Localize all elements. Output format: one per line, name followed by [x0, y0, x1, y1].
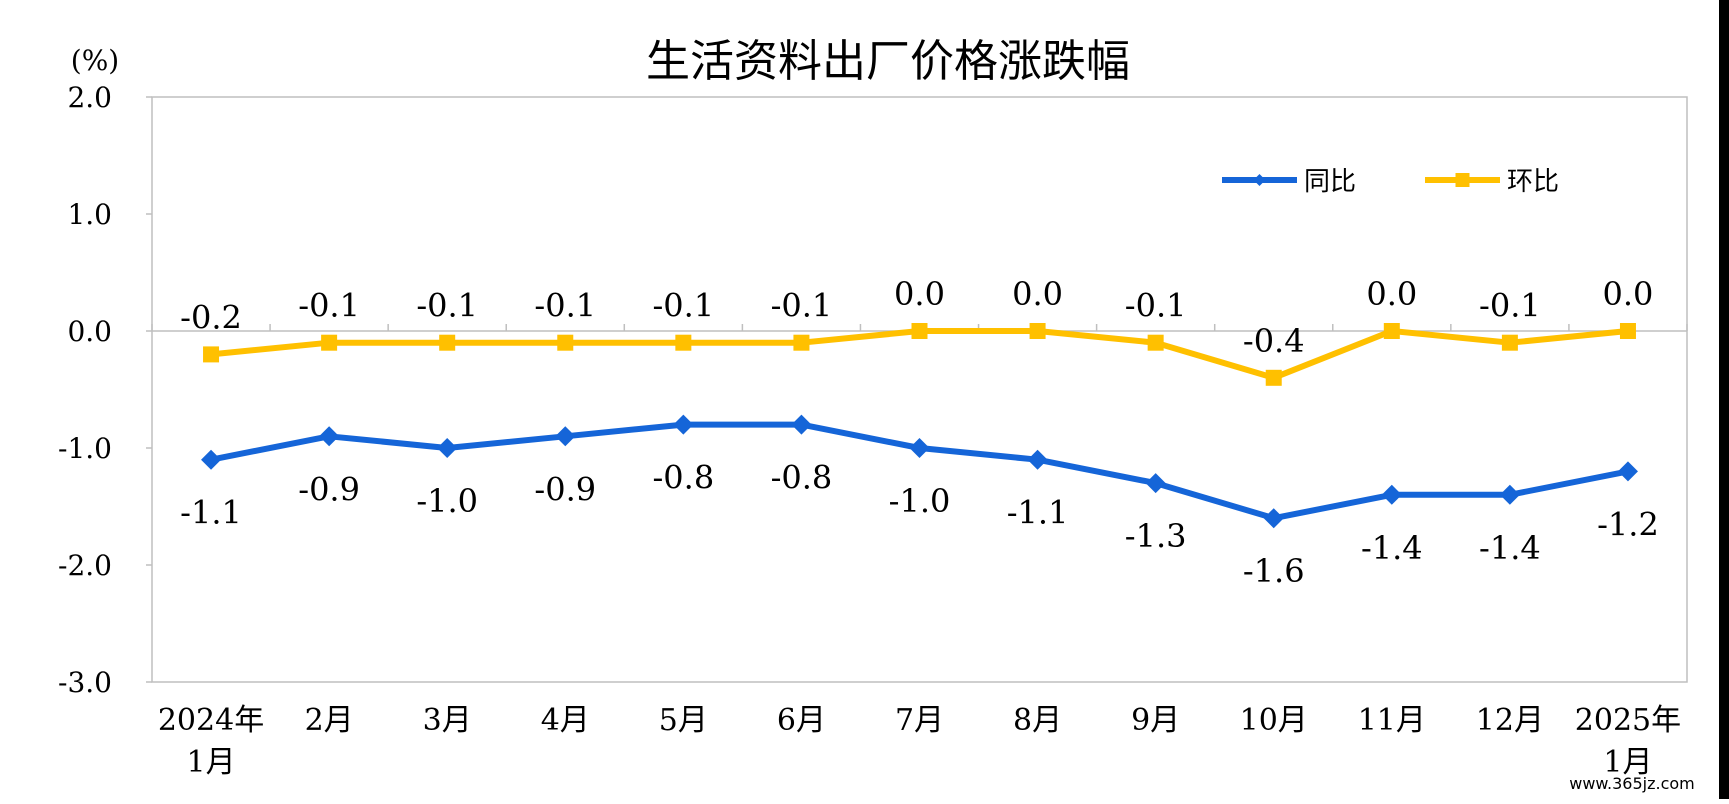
data-point [437, 438, 458, 458]
data-label: -0.8 [652, 459, 714, 497]
data-label: -0.1 [1479, 287, 1541, 325]
data-point [793, 334, 810, 351]
data-label: 0.0 [1603, 275, 1654, 313]
y-tick-label: 2.0 [67, 81, 112, 114]
data-point [909, 438, 930, 458]
data-label: -0.8 [771, 459, 833, 497]
data-point [791, 414, 812, 435]
y-axis-ticks: 2.0 1.0 0.0 -1.0 -2.0 -3.0 [58, 81, 1687, 699]
plot-frame [151, 96, 1688, 683]
x-axis-ticks: 2024年 1月 2月 3月 4月 5月 6月 7月 8月 9月 10月 11月 12月 2025年 1月 [151, 324, 1688, 780]
data-point [321, 334, 338, 351]
data-point [1617, 461, 1638, 482]
data-point [1501, 334, 1518, 351]
data-label: 0.0 [1012, 275, 1063, 313]
data-point [1147, 334, 1164, 351]
data-label: -0.4 [1243, 322, 1305, 360]
y-tick-label: -1.0 [58, 432, 112, 465]
x-tick-label: 12月 [1476, 703, 1544, 738]
data-label: -1.0 [889, 482, 951, 520]
legend-label: 同比 [1304, 167, 1356, 197]
data-label: -1.1 [1007, 494, 1069, 532]
y-axis-unit-label: (%) [71, 44, 119, 77]
x-tick-label: 11月 [1358, 703, 1426, 738]
series-layer: -1.1 -0.9 -1.0 -0.9 -0.8 -0.8 -1.0 -1.1 -1.3 -1.6… [180, 275, 1659, 590]
data-point [1619, 323, 1636, 339]
data-point [673, 414, 694, 435]
data-label: 0.0 [894, 275, 945, 313]
y-tick-label: -2.0 [58, 549, 112, 582]
data-label: -0.9 [298, 470, 360, 508]
x-tick-label: 2025年 1月 [1575, 703, 1681, 780]
data-point [1383, 323, 1400, 339]
data-label: -0.1 [771, 287, 833, 325]
data-point [319, 426, 340, 447]
data-label: -1.4 [1361, 529, 1423, 567]
y-tick-label: 1.0 [67, 198, 112, 231]
x-tick-label: 2月 [305, 703, 354, 738]
data-point [911, 323, 928, 339]
window-edge [1719, 0, 1729, 799]
chart-title: 生活资料出厂价格涨跌幅 [646, 36, 1130, 87]
data-point [201, 449, 222, 470]
data-point [1265, 369, 1282, 386]
data-point [203, 346, 220, 363]
data-point [1499, 484, 1520, 505]
legend-marker [1253, 174, 1266, 186]
data-label: -0.1 [652, 287, 714, 325]
data-point [439, 334, 456, 351]
data-label: -0.1 [416, 287, 478, 325]
data-point [1029, 323, 1046, 339]
data-label: -0.1 [534, 287, 596, 325]
x-tick-label: 9月 [1131, 703, 1180, 738]
x-tick-label: 4月 [541, 703, 590, 738]
data-label: -1.0 [416, 482, 478, 520]
y-tick-label: 0.0 [67, 315, 112, 348]
data-point [675, 334, 692, 351]
data-label: -1.1 [180, 494, 242, 532]
watermark-text: www.365jz.com [1569, 774, 1695, 793]
x-tick-label: 10月 [1240, 703, 1308, 738]
legend-label: 环比 [1507, 167, 1559, 197]
data-label: -0.1 [298, 287, 360, 325]
data-label: -0.2 [180, 298, 242, 336]
data-point [1381, 484, 1402, 505]
legend: 同比 环比 [1222, 167, 1559, 197]
data-label: -0.1 [1125, 287, 1187, 325]
data-point [1263, 508, 1284, 529]
x-tick-label: 5月 [659, 703, 708, 738]
x-tick-label: 6月 [777, 703, 826, 738]
data-label: -1.4 [1479, 529, 1541, 567]
x-tick-label: 3月 [423, 703, 472, 738]
x-tick-label: 2024年 1月 [158, 703, 264, 780]
data-label: 0.0 [1366, 275, 1417, 313]
y-tick-label: -3.0 [58, 666, 112, 699]
legend-marker [1455, 173, 1470, 187]
data-label: -0.9 [534, 470, 596, 508]
data-point [557, 334, 574, 351]
data-point [1027, 449, 1048, 470]
data-label: -1.2 [1597, 505, 1659, 543]
data-point [555, 426, 576, 447]
data-point [1145, 473, 1166, 494]
x-tick-label: 8月 [1013, 703, 1062, 738]
data-label: -1.3 [1125, 517, 1187, 555]
x-tick-label: 7月 [895, 703, 944, 738]
data-label: -1.6 [1243, 552, 1305, 590]
